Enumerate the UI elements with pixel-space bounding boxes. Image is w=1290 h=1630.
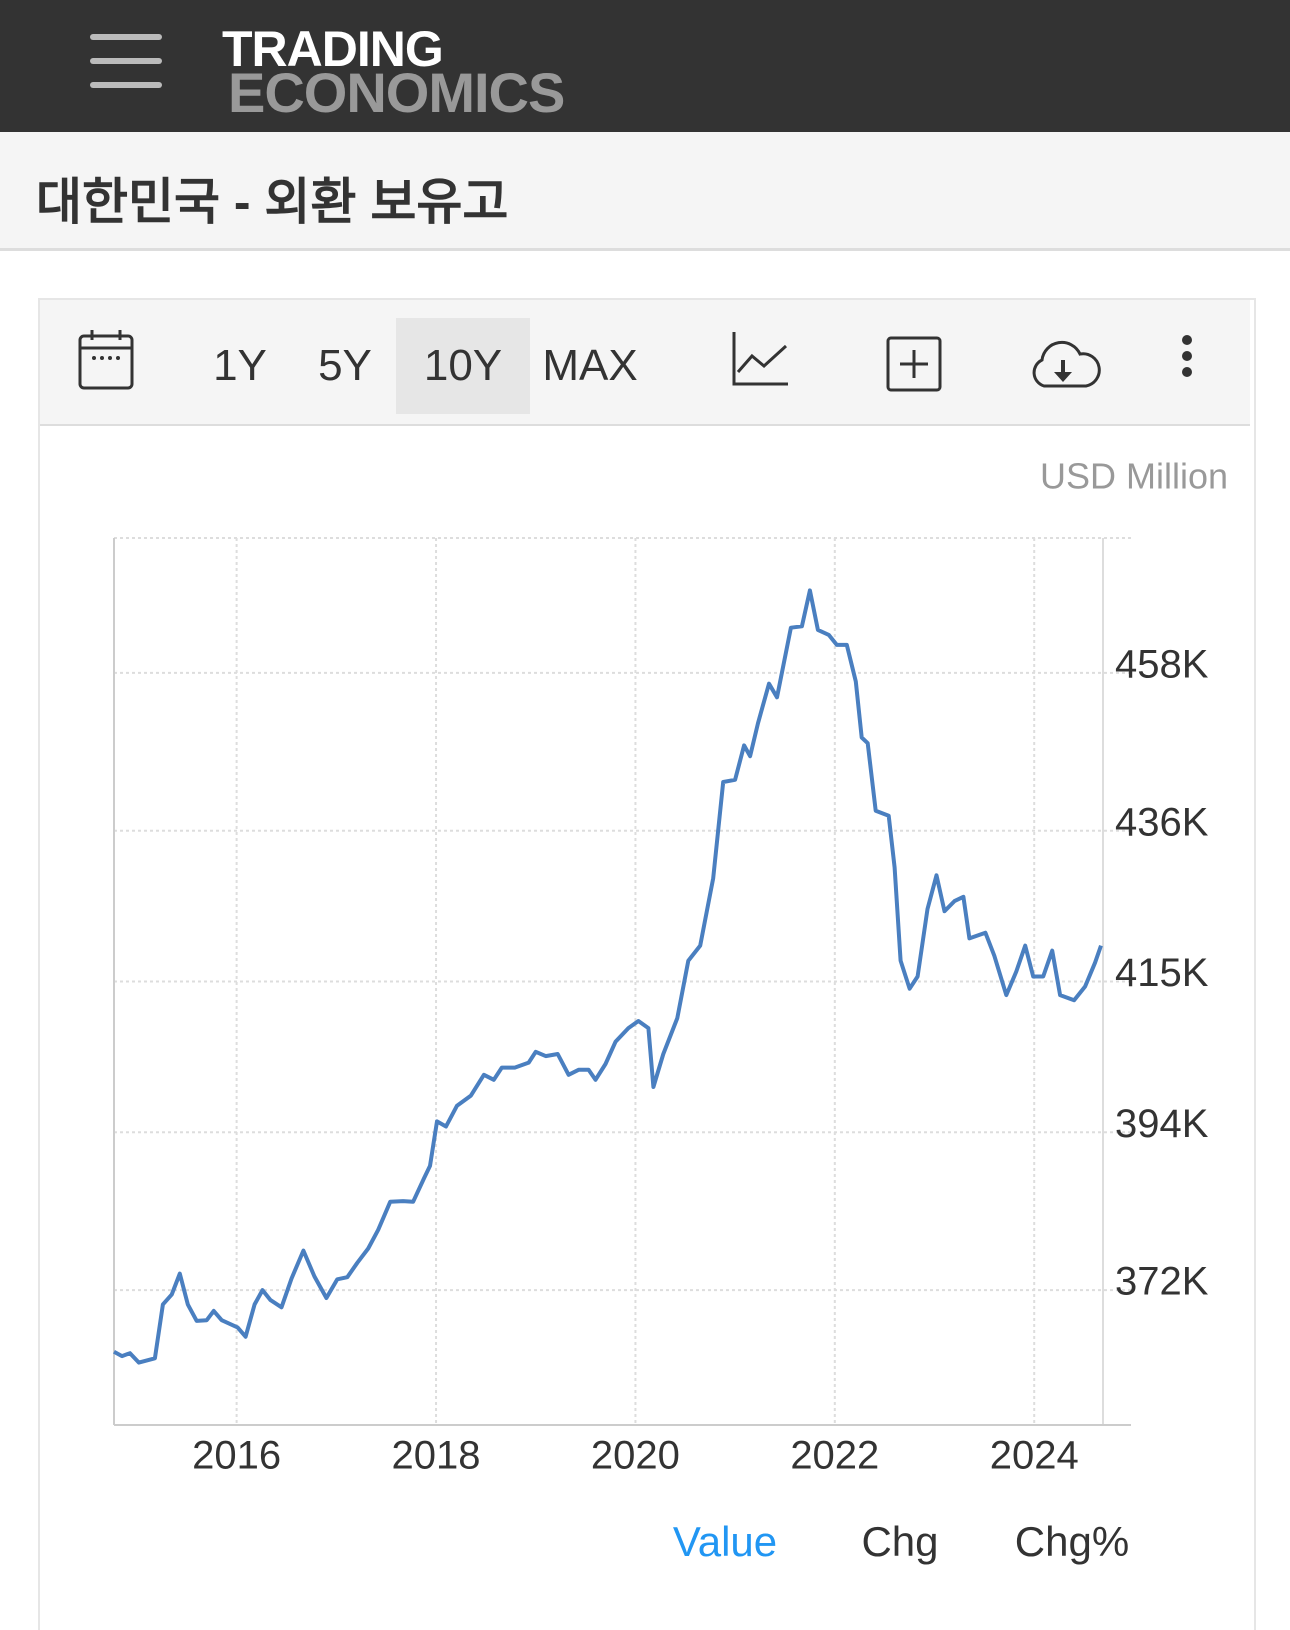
calendar-icon[interactable] <box>76 326 146 396</box>
range-button-selected[interactable]: 10Y <box>396 318 530 414</box>
logo-text[interactable]: TRADING <box>222 21 444 77</box>
range-button[interactable]: 1Y <box>213 341 267 390</box>
download-icon[interactable] <box>1026 332 1106 402</box>
title-bar: 대한민국 - 외환 보유고 <box>0 132 1290 251</box>
range-button[interactable]: 5Y <box>318 341 372 390</box>
top-bar: TRADING ECONOMICS <box>0 0 1290 132</box>
logo-text[interactable]: ECONOMICS <box>228 61 565 124</box>
page-title: 대한민국 - 외환 보유고 <box>36 174 509 230</box>
chart-panel <box>38 298 1256 1630</box>
chart-type-icon[interactable] <box>730 330 800 400</box>
add-icon[interactable] <box>886 336 956 406</box>
range-button[interactable]: MAX <box>542 341 638 390</box>
toolbar: 1Y 5Y 10Y MAX <box>40 300 1250 426</box>
more-icon[interactable] <box>1172 332 1202 392</box>
